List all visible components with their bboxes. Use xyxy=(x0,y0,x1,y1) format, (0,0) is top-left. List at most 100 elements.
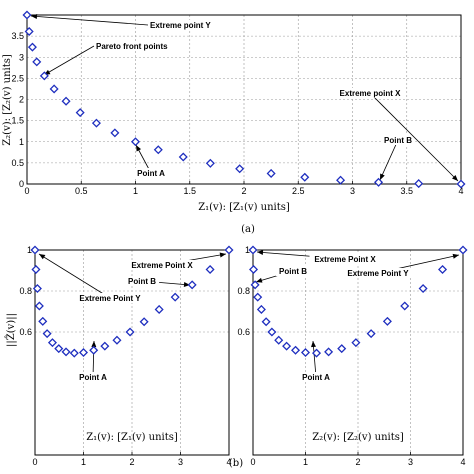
annotation-arrow xyxy=(379,139,399,181)
x-axis-label: Z₁(v): [Z₁(v) units] xyxy=(86,432,178,443)
plot-frame xyxy=(252,249,464,456)
x-tick-label: 0 xyxy=(32,457,37,467)
data-point xyxy=(458,245,468,255)
data-point xyxy=(130,137,141,147)
annotation-arrowhead xyxy=(136,145,142,152)
data-point xyxy=(266,168,276,178)
caption-a: (a) xyxy=(241,224,255,235)
data-point xyxy=(178,152,188,162)
data-point xyxy=(154,304,164,314)
annotation-arrowhead xyxy=(219,252,226,258)
x-tick-label: 1 xyxy=(303,457,308,467)
annotation-label: Point B xyxy=(128,277,156,286)
annotation-arrowhead xyxy=(257,249,264,255)
y-tick-label: 2 xyxy=(19,95,24,105)
annotation-arrowhead xyxy=(311,341,316,348)
data-point xyxy=(300,347,311,358)
data-point xyxy=(248,245,258,255)
data-point xyxy=(69,348,79,358)
data-point xyxy=(267,327,277,337)
data-point xyxy=(112,335,122,345)
y-tick-label: 1.5 xyxy=(11,116,24,126)
data-point xyxy=(291,345,301,355)
annotation-label: Point A xyxy=(302,373,330,382)
x-tick-label: 1.5 xyxy=(183,186,196,196)
data-point xyxy=(256,304,266,314)
data-point xyxy=(414,179,424,189)
y-tick-label: 0.8 xyxy=(19,286,32,296)
data-point xyxy=(31,264,41,274)
data-point xyxy=(27,42,37,52)
y-tick-label: 3.5 xyxy=(11,31,24,41)
x-tick-label: 2 xyxy=(129,457,134,467)
x-tick-label: 2 xyxy=(241,186,246,196)
x-tick-label: 0 xyxy=(24,186,29,196)
y-tick-label: 3 xyxy=(19,52,24,62)
y-tick-label: 0 xyxy=(19,179,24,189)
annotation-bg xyxy=(298,372,334,382)
data-point xyxy=(34,301,44,311)
y-tick-label: 1 xyxy=(19,137,24,147)
annotation-arrowhead xyxy=(31,13,38,19)
x-tick-label: 0.5 xyxy=(75,186,88,196)
annotation-label: Pareto front points xyxy=(96,42,168,51)
data-point xyxy=(100,341,110,351)
y-tick-label: 0.5 xyxy=(11,158,24,168)
annotation-label: Point A xyxy=(79,373,107,382)
data-point xyxy=(337,344,347,354)
annotation-bg xyxy=(75,372,111,382)
annotation-bg xyxy=(275,266,311,276)
annotation-arrow xyxy=(30,15,149,26)
data-point xyxy=(61,96,71,106)
x-tick-label: 4 xyxy=(458,186,463,196)
annotation-label: Point B xyxy=(279,267,307,276)
data-point xyxy=(418,284,428,294)
caption-b: (b) xyxy=(229,458,243,469)
annotation-bg xyxy=(95,41,185,51)
data-point xyxy=(187,280,197,290)
annotation-label: Extreme Point Y xyxy=(347,269,409,278)
annotation-arrowhead xyxy=(91,341,97,348)
x-tick-label: 4 xyxy=(460,457,465,467)
data-point xyxy=(400,301,410,311)
annotation-label: Point B xyxy=(384,136,412,145)
annotation-arrowhead xyxy=(256,277,263,283)
x-tick-label: 0 xyxy=(250,457,255,467)
annotation-bg xyxy=(342,268,414,278)
x-tick-label: 4 xyxy=(226,457,231,467)
data-point xyxy=(24,26,34,36)
x-tick-label: 3 xyxy=(350,186,355,196)
annotation-bg xyxy=(74,293,146,303)
data-point xyxy=(336,175,346,185)
data-point xyxy=(153,145,163,155)
x-tick-label: 1 xyxy=(81,457,86,467)
data-point xyxy=(261,317,271,327)
data-point xyxy=(224,245,234,255)
data-point xyxy=(438,264,448,274)
annotation-bg xyxy=(149,20,220,30)
data-point xyxy=(78,347,89,358)
annotation-label: Extreme Point Y xyxy=(79,294,141,303)
x-tick-label: 1 xyxy=(133,186,138,196)
data-point xyxy=(235,164,245,174)
annotation-label: Extreme Point X xyxy=(314,255,376,264)
annotation-arrow xyxy=(43,45,95,76)
data-point xyxy=(39,71,49,81)
x-tick-label: 3 xyxy=(178,457,183,467)
annotation-label: Extreme Point X xyxy=(131,261,193,270)
data-point xyxy=(125,327,135,337)
x-axis-label: Z₂(v): [Z₂(v) units] xyxy=(312,432,404,443)
data-point xyxy=(42,329,52,339)
annotation-arrowhead xyxy=(452,253,459,259)
y-tick-label: 0.6 xyxy=(19,327,32,337)
annotation-arrowhead xyxy=(380,173,385,180)
y-tick-label: 0.8 xyxy=(237,286,250,296)
y-tick-label: 1 xyxy=(245,245,250,255)
data-point xyxy=(205,158,215,168)
annotation-label: Extreme point X xyxy=(340,89,402,98)
x-tick-label: 2 xyxy=(355,457,360,467)
data-point xyxy=(274,335,284,345)
x-axis-label: Z₁(v): [Z₁(v) units] xyxy=(198,202,290,213)
data-point xyxy=(139,317,149,327)
